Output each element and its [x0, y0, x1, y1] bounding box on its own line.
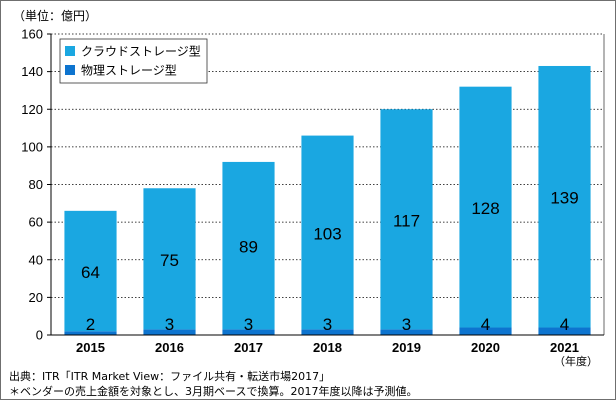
y-tick-label: 160 [21, 27, 43, 42]
bars: 64 2 2015 75 3 2016 89 3 2017 103 3 2018 117 3 2019 128… [64, 65, 591, 355]
data-label-cloud: 64 [81, 263, 100, 282]
y-axis-ticks: 0 20 40 60 80 100 120 140 160 [21, 27, 51, 343]
bar-cloud [301, 135, 354, 330]
bar-physical [222, 329, 275, 335]
bar-physical [538, 327, 591, 335]
x-tick-label: 2015 [76, 340, 105, 355]
data-label-physical: 3 [165, 315, 174, 334]
x-tick-label: 2021 [550, 340, 579, 355]
x-axis-unit-label: （年度） [554, 355, 598, 368]
x-tick-label: 2017 [234, 340, 263, 355]
data-label-physical: 4 [481, 315, 490, 334]
footnote: ＊ベンダーの売上金額を対象とし、3月期ベースで換算。2017年度以降は予測値。 [9, 385, 418, 398]
legend-label: クラウドストレージ型 [81, 45, 201, 59]
legend-box [59, 38, 208, 84]
y-tick-label: 0 [36, 328, 43, 343]
x-tick-label: 2019 [392, 340, 421, 355]
legend-swatch [65, 65, 75, 75]
y-tick-label: 80 [29, 177, 43, 192]
bar-cloud [64, 210, 117, 332]
legend-label: 物理ストレージ型 [81, 64, 177, 78]
data-label-cloud: 128 [471, 199, 499, 218]
x-tick-label: 2018 [313, 340, 342, 355]
data-label-cloud: 103 [313, 224, 341, 243]
bar-physical [380, 329, 433, 335]
source-note: 出典：ITR「ITR Market View：ファイル共有・転送市場2017」 [9, 370, 331, 383]
data-label-physical: 3 [402, 315, 411, 334]
bar-cloud [380, 109, 433, 330]
x-tick-label: 2016 [155, 340, 184, 355]
bar-cloud [222, 161, 275, 330]
bar-cloud [538, 65, 591, 328]
data-label-physical: 4 [560, 315, 569, 334]
bar-physical [459, 327, 512, 335]
y-tick-label: 20 [29, 290, 43, 305]
y-tick-label: 120 [21, 102, 43, 117]
x-tick-label: 2020 [471, 340, 500, 355]
data-label-physical: 3 [323, 315, 332, 334]
y-tick-label: 140 [21, 64, 43, 79]
bar-physical [64, 331, 117, 335]
bar-physical [301, 329, 354, 335]
y-tick-label: 60 [29, 215, 43, 230]
data-label-physical: 2 [86, 315, 95, 334]
bar-cloud [459, 86, 512, 328]
y-tick-label: 100 [21, 139, 43, 154]
bar-cloud [143, 188, 196, 330]
data-label-cloud: 89 [239, 238, 258, 257]
unit-label: （単位：億円） [13, 9, 98, 23]
data-label-cloud: 75 [160, 251, 179, 270]
data-label-physical: 3 [244, 315, 253, 334]
data-label-cloud: 117 [393, 211, 420, 230]
y-tick-label: 40 [29, 252, 43, 267]
legend-swatch [65, 46, 75, 56]
bar-physical [143, 329, 196, 335]
data-label-cloud: 139 [550, 189, 578, 208]
